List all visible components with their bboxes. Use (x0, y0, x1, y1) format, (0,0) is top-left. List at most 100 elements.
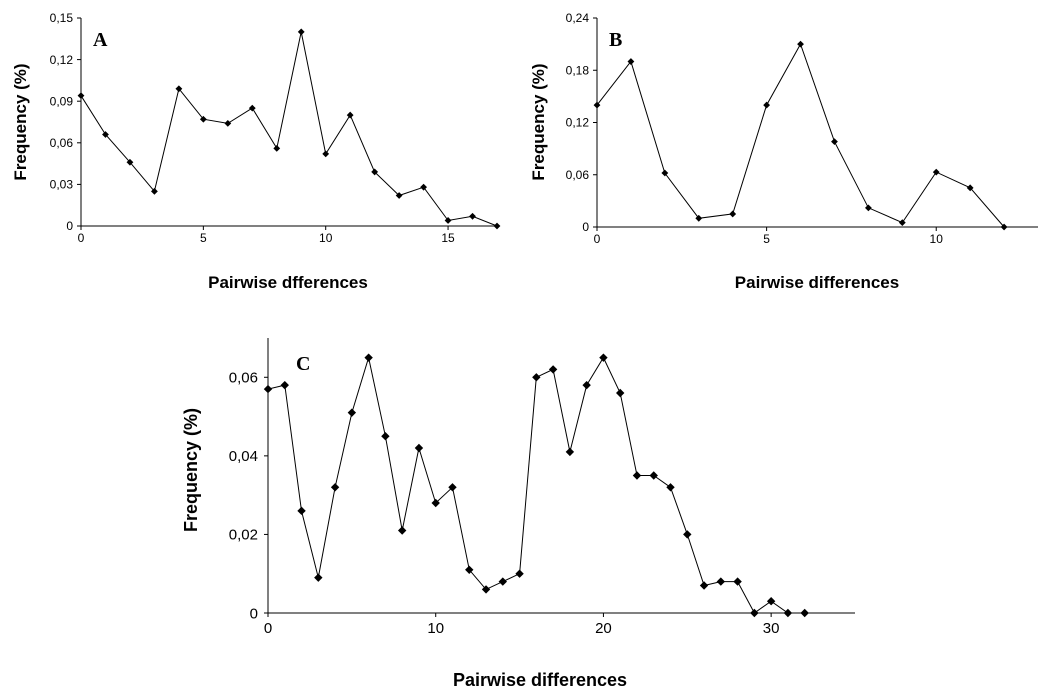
data-point (444, 217, 452, 224)
x-tick-label: 10 (930, 232, 944, 246)
data-point (683, 530, 692, 539)
y-tick-label: 0 (582, 220, 589, 234)
y-tick-label: 0 (66, 219, 73, 233)
data-point (898, 219, 906, 227)
data-point (699, 581, 709, 590)
data-point (414, 443, 424, 453)
x-axis-title: Pairwise differences (735, 273, 899, 292)
data-point (548, 365, 558, 374)
data-point (627, 58, 635, 65)
data-point (224, 119, 232, 127)
data-point (493, 222, 501, 230)
x-tick-label: 15 (441, 231, 455, 245)
panel-label: C (296, 353, 310, 375)
data-point (661, 169, 669, 177)
data-point (649, 471, 658, 480)
data-point (729, 210, 737, 218)
x-tick-label: 0 (78, 231, 85, 245)
data-point (599, 353, 608, 362)
data-point (582, 380, 591, 390)
data-point (469, 212, 476, 220)
data-point (102, 131, 109, 138)
data-point (77, 92, 85, 100)
data-point (347, 408, 357, 417)
y-axis-title: Frequency (%) (529, 63, 548, 180)
y-tick-label: 0,03 (50, 178, 74, 192)
data-point (126, 158, 134, 166)
data-point (616, 388, 625, 398)
data-point (280, 380, 289, 390)
data-point (248, 104, 256, 112)
y-tick-label: 0,09 (50, 94, 74, 108)
chart-panel-b: B Pairwise differences Frequency (%) 0 0,… (529, 11, 1038, 292)
data-point (263, 384, 273, 394)
data-point (297, 506, 306, 516)
data-point (431, 498, 440, 508)
data-point (750, 608, 759, 618)
data-point (314, 573, 323, 582)
panel-label: B (609, 29, 622, 51)
y-axis-title: Frequency (%) (181, 408, 201, 532)
data-point (932, 168, 940, 176)
data-point (1000, 223, 1008, 231)
data-point (322, 150, 330, 158)
data-point (371, 168, 379, 176)
y-tick-label: 0,24 (566, 11, 590, 25)
data-point (666, 483, 675, 492)
x-tick-label: 30 (763, 620, 780, 637)
series-line (80, 31, 498, 227)
data-point (800, 608, 809, 618)
y-axis-title: Frequency (%) (11, 63, 30, 180)
y-tick-label: 0,18 (566, 63, 590, 77)
panel-label: A (93, 29, 108, 51)
data-point (593, 101, 601, 109)
x-tick-label: 0 (594, 232, 601, 246)
y-tick-label: 0,06 (566, 168, 590, 182)
data-point (831, 138, 838, 146)
data-point (766, 597, 776, 606)
x-axis-title: Pairwise differences (453, 670, 627, 690)
data-point (481, 585, 491, 594)
data-point (273, 144, 281, 152)
data-point (346, 111, 354, 119)
series-line (267, 355, 805, 614)
y-tick-label: 0,12 (566, 116, 590, 130)
data-point (966, 184, 974, 192)
chart-panel-c: C Pairwise differences Frequency (%) 0 0,… (181, 338, 855, 690)
y-tick-label: 0,04 (229, 448, 258, 465)
data-point (397, 526, 407, 535)
chart-panel-a: A Pairwise dfferences Frequency (%) 0 0,0… (11, 11, 501, 292)
y-tick-label: 0,06 (229, 370, 258, 387)
data-point (364, 353, 373, 362)
y-tick-label: 0,15 (50, 11, 74, 25)
x-axis-title: Pairwise dfferences (208, 273, 368, 292)
x-tick-label: 10 (319, 231, 333, 245)
data-point (695, 214, 703, 222)
data-point (498, 577, 507, 586)
data-point (864, 204, 872, 212)
data-point (448, 483, 457, 492)
data-point (532, 373, 541, 382)
data-point (381, 432, 390, 441)
data-point (330, 483, 340, 492)
x-tick-label: 20 (595, 620, 612, 637)
y-tick-label: 0 (250, 605, 258, 622)
y-tick-label: 0,12 (50, 53, 74, 67)
x-tick-label: 5 (200, 231, 207, 245)
data-point (175, 85, 183, 93)
data-point (515, 569, 524, 578)
data-point (783, 608, 793, 618)
data-point (716, 577, 726, 586)
data-point (733, 577, 742, 586)
data-point (420, 183, 427, 191)
data-point (395, 192, 403, 199)
data-point (199, 115, 207, 123)
data-point (632, 471, 642, 480)
data-point (465, 565, 474, 574)
x-tick-label: 5 (763, 232, 770, 246)
x-tick-label: 0 (264, 620, 272, 637)
data-point (797, 40, 804, 48)
data-point (565, 447, 575, 457)
data-point (297, 28, 305, 36)
